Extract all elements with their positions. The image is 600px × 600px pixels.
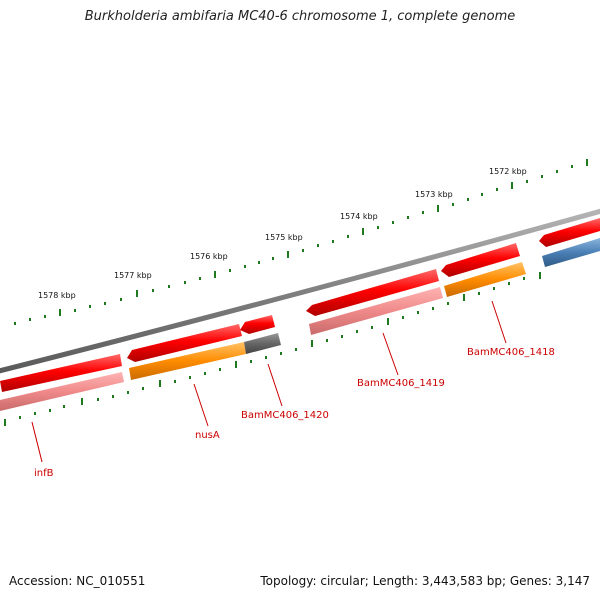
gene-label-bammc406-1419[interactable]: BamMC406_1419 [357, 378, 445, 389]
gene-feature-red[interactable] [306, 269, 439, 316]
gene-label-bammc406-1418[interactable]: BamMC406_1418 [467, 347, 555, 358]
accession-text: Accession: NC_010551 [9, 574, 146, 588]
scale-label: 1573 kbp [415, 190, 453, 199]
map-title: Burkholderia ambifaria MC40-6 chromosome… [84, 9, 516, 24]
chromosome-backbone-arc [0, 208, 600, 374]
label-leader-lines [31, 300, 507, 463]
gene-labels: infB nusA BamMC406_1420 BamMC406_1419 Ba… [34, 347, 555, 479]
genome-summary-text: Topology: circular; Length: 3,443,583 bp… [260, 574, 590, 588]
gene-feature-orange[interactable] [444, 262, 526, 297]
gene-feature-gray[interactable] [244, 333, 281, 354]
gene-label-bammc406-1420[interactable]: BamMC406_1420 [241, 410, 329, 421]
scale-label: 1572 kbp [489, 167, 527, 176]
scale-labels: 1578 kbp 1577 kbp 1576 kbp 1575 kbp 1574… [38, 167, 527, 300]
gene-feature-red[interactable] [539, 218, 600, 247]
gene-label-nusa[interactable]: nusA [195, 430, 220, 441]
gene-label-infb[interactable]: infB [34, 468, 54, 479]
outer-scale-ticks [14, 159, 588, 325]
forward-strand-features [0, 218, 600, 392]
gene-feature-light-red[interactable] [309, 287, 443, 335]
gene-feature-light-red[interactable] [0, 372, 124, 411]
inner-scale-ticks [4, 272, 541, 426]
scale-label: 1577 kbp [114, 271, 152, 280]
scale-label: 1574 kbp [340, 212, 378, 221]
scale-label: 1575 kbp [265, 233, 303, 242]
gene-feature-red[interactable] [441, 243, 520, 277]
scale-label: 1578 kbp [38, 291, 76, 300]
gene-feature-red[interactable] [0, 354, 122, 392]
second-track-features [0, 238, 600, 411]
gene-feature-red[interactable] [240, 315, 275, 334]
gene-feature-red[interactable] [127, 324, 242, 362]
scale-label: 1576 kbp [190, 252, 228, 261]
gene-feature-blue[interactable] [542, 238, 600, 267]
gene-feature-orange[interactable] [129, 342, 246, 380]
